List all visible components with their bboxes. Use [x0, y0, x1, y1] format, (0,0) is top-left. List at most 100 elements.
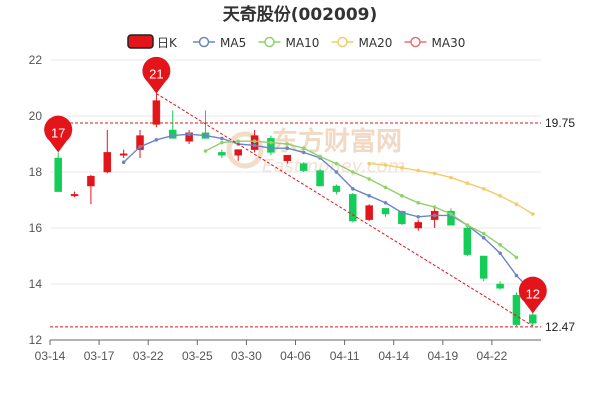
ref-label-1: 12.47 — [545, 320, 575, 334]
legend-label-0: 日K — [157, 36, 178, 50]
pin-marker-0 — [44, 115, 73, 153]
candle-body-10 — [218, 152, 226, 156]
x-tick-label-8: 04-19 — [427, 349, 458, 363]
ma10-point-13 — [269, 140, 273, 145]
ma5-point-21 — [400, 210, 404, 215]
pin-0: 17 — [44, 115, 73, 153]
legend-label-1: MA5 — [220, 36, 246, 50]
legend-item-1[interactable]: MA5 — [193, 36, 246, 50]
legend-item-3[interactable]: MA20 — [331, 36, 393, 50]
candle-5 — [136, 130, 144, 158]
ma20-point-29 — [531, 212, 535, 216]
ma5-point-7 — [170, 133, 175, 138]
candle-body-16 — [316, 170, 324, 187]
ma20-point-19 — [367, 161, 371, 166]
ma20-point-27 — [498, 194, 502, 198]
watermark-text: 东方财富网 — [272, 126, 402, 157]
legend-marker-3 — [337, 36, 348, 48]
ma5-point-10 — [220, 136, 224, 141]
candle-body-27 — [496, 283, 504, 289]
ma10-point-25 — [465, 223, 470, 227]
ma10-point-23 — [432, 205, 437, 209]
candle-10 — [218, 149, 226, 158]
ma5-point-9 — [203, 133, 208, 138]
x-tick-label-4: 03-30 — [231, 349, 262, 363]
ma10-point-12 — [252, 139, 257, 143]
candle-body-6 — [152, 100, 161, 125]
candle-body-14 — [283, 154, 292, 162]
ma20-point-23 — [432, 171, 437, 176]
ma10-point-11 — [236, 139, 241, 143]
ma5-point-15 — [301, 150, 306, 155]
ma10-point-17 — [334, 161, 339, 166]
ma20-point-20 — [383, 163, 388, 167]
candle-body-20 — [381, 208, 390, 215]
ref-label-0: 19.75 — [545, 116, 575, 130]
legend-label-2: MA10 — [286, 36, 320, 50]
trend-dashed-line — [156, 93, 534, 327]
chart-legend[interactable]: 日K MA5 MA10 MA20 MA30 — [127, 34, 466, 50]
candle-body-1 — [70, 194, 79, 197]
candle-body-3 — [103, 152, 112, 173]
candle-11 — [234, 149, 242, 161]
chart-title: 天奇股份(002009) — [223, 4, 378, 25]
candle-25 — [463, 226, 472, 256]
ma20-point-25 — [465, 181, 470, 185]
ma5-point-8 — [187, 132, 191, 136]
y-axis: 12 14 16 18 20 22 — [29, 53, 43, 347]
ma5-point-14 — [285, 146, 290, 150]
y-tick-label-2: 16 — [29, 221, 43, 235]
ma10-point-21 — [400, 194, 404, 198]
y-tick-label-0: 12 — [29, 333, 43, 347]
ma5-point-26 — [481, 236, 486, 240]
ma10-point-24 — [449, 212, 453, 216]
ma20-point-24 — [449, 175, 453, 180]
candle-17 — [332, 184, 341, 195]
candle-body-28 — [512, 294, 521, 325]
candle-13 — [267, 135, 275, 156]
ma5-point-23 — [432, 213, 437, 218]
candle-body-0 — [54, 157, 62, 192]
legend-item-0[interactable]: 日K — [127, 34, 178, 50]
ma5-point-19 — [367, 194, 371, 198]
price-pins: 17 21 12 — [44, 56, 547, 314]
x-tick-label-1: 03-17 — [84, 349, 115, 363]
ma5-point-20 — [383, 201, 388, 205]
y-tick-label-3: 18 — [29, 165, 43, 179]
watermark-logo-icon — [226, 131, 264, 169]
ma10-point-18 — [350, 170, 355, 174]
ma10-point-16 — [318, 154, 322, 159]
legend-item-4[interactable]: MA30 — [404, 36, 466, 50]
pin-marker-1 — [142, 56, 171, 94]
x-tick-label-2: 03-22 — [133, 349, 164, 363]
ma20-point-22 — [416, 168, 421, 173]
legend-label-4: MA30 — [432, 36, 466, 50]
ma10-point-28 — [514, 255, 519, 260]
x-tick-label-9: 04-22 — [477, 349, 508, 363]
candle-22 — [414, 219, 422, 231]
pin-marker-2 — [518, 276, 547, 314]
ma10-line — [205, 140, 517, 258]
ma5-point-22 — [416, 215, 421, 219]
y-tick-label-5: 22 — [29, 53, 43, 67]
candle-body-4 — [119, 153, 128, 156]
ma20-point-21 — [400, 166, 404, 170]
grid-lines — [50, 59, 541, 341]
candle-3 — [103, 130, 112, 174]
candles — [54, 93, 537, 326]
pin-label-2: 12 — [526, 286, 540, 301]
legend-marker-4 — [410, 36, 421, 48]
candle-20 — [381, 208, 390, 217]
legend-item-2[interactable]: MA10 — [258, 36, 320, 50]
ma5-point-5 — [138, 145, 142, 149]
ma5-point-17 — [334, 170, 339, 174]
candle-body-29 — [529, 314, 537, 324]
candle-1 — [70, 191, 79, 198]
ma20-point-28 — [514, 202, 519, 206]
ma5-point-27 — [498, 251, 502, 255]
y-tick-label-4: 20 — [29, 109, 43, 123]
pin-label-0: 17 — [51, 125, 65, 140]
candle-body-19 — [365, 205, 373, 220]
